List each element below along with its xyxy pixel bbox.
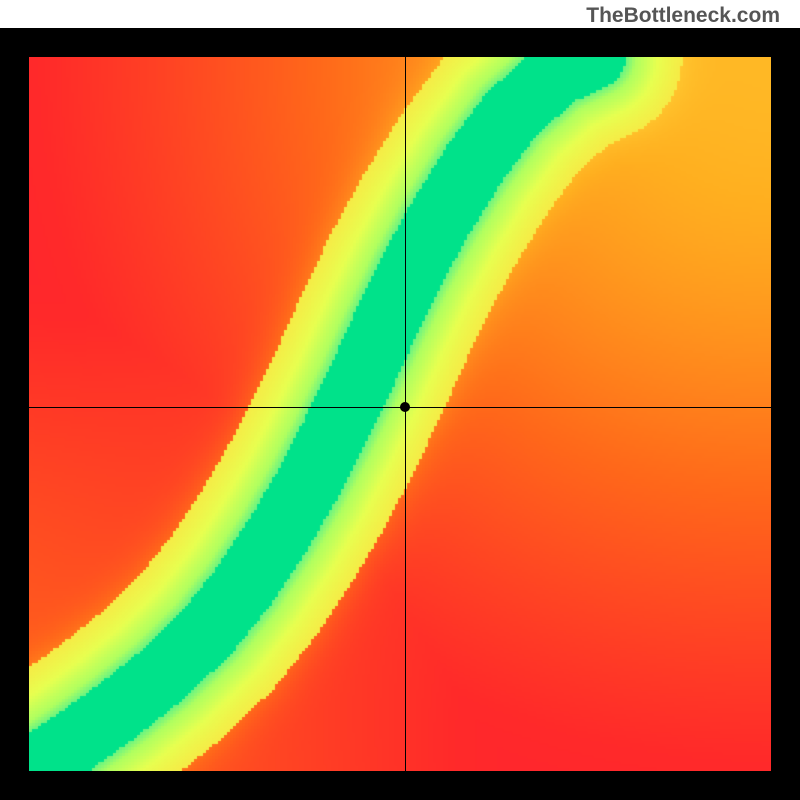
plot-frame (0, 28, 800, 800)
attribution-label: TheBottleneck.com (586, 4, 780, 28)
plot-area (29, 57, 771, 771)
marker-dot (400, 402, 410, 412)
crosshair-vertical (405, 57, 406, 771)
heatmap-canvas (29, 57, 771, 771)
chart-container: TheBottleneck.com (0, 0, 800, 800)
